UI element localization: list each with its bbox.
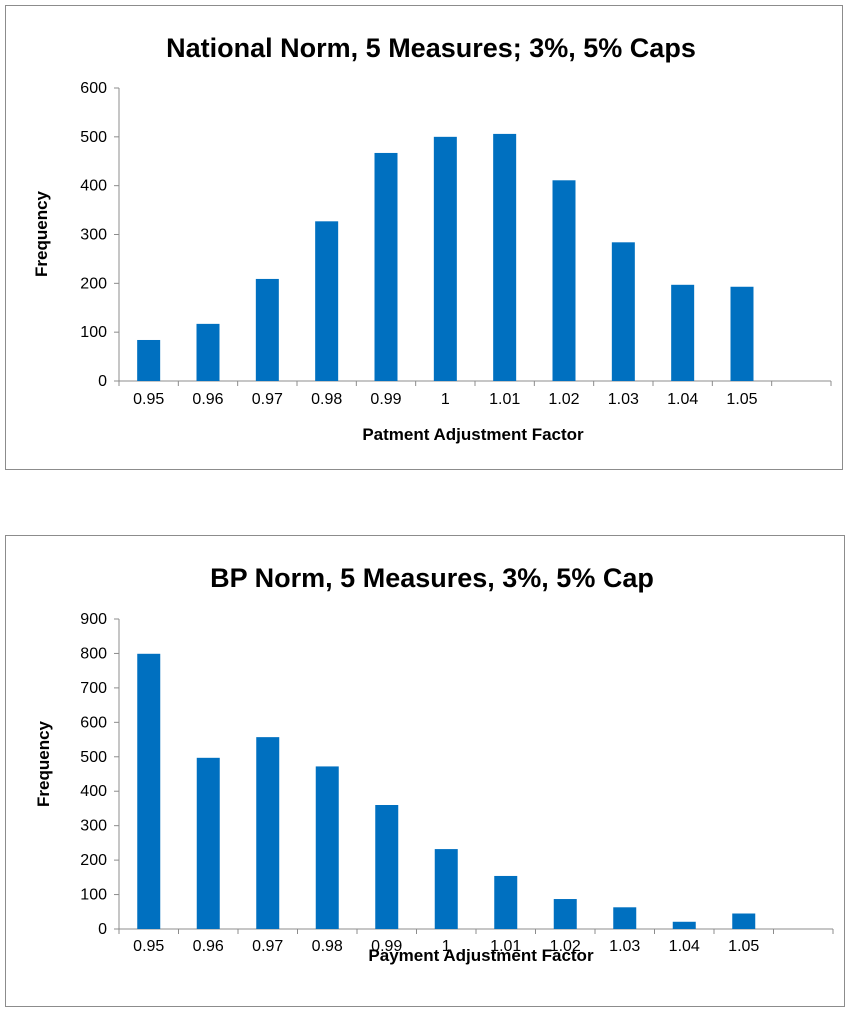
y-tick-label: 600: [80, 80, 107, 97]
y-tick-label: 900: [80, 611, 107, 628]
x-tick-label: 1.02: [548, 391, 579, 408]
x-tick-label: 1: [442, 938, 451, 955]
chart-panel-2: BP Norm, 5 Measures, 3%, 5% Cap Frequenc…: [5, 535, 845, 1007]
y-tick-label: 200: [80, 275, 107, 292]
x-tick-label: 0.96: [192, 391, 223, 408]
y-tick-label: 400: [80, 178, 107, 195]
bar: [434, 849, 458, 929]
bar: [196, 757, 220, 929]
chart-1-ylabel: Frequency: [32, 190, 51, 277]
bar: [494, 875, 518, 929]
bar: [256, 737, 280, 929]
x-tick-label: 0.99: [370, 391, 401, 408]
x-tick-label: 0.95: [133, 938, 164, 955]
x-tick-label: 1.04: [669, 938, 700, 955]
x-tick-label: 1.02: [550, 938, 581, 955]
bar: [552, 180, 576, 381]
chart-2-ylabel: Frequency: [34, 720, 53, 807]
bar: [315, 766, 339, 929]
bar: [433, 136, 457, 381]
bar: [375, 805, 399, 929]
bar: [493, 133, 517, 381]
x-tick-label: 1.05: [726, 391, 757, 408]
chart-panel-1: National Norm, 5 Measures; 3%, 5% Caps F…: [5, 5, 843, 470]
x-tick-label: 1.01: [489, 391, 520, 408]
x-tick-label: 0.99: [371, 938, 402, 955]
x-tick-label: 0.98: [311, 391, 342, 408]
bar: [611, 242, 635, 381]
bar: [671, 284, 695, 381]
bar: [374, 152, 398, 381]
chart-1-title: National Norm, 5 Measures; 3%, 5% Caps: [166, 33, 696, 63]
y-tick-label: 0: [98, 921, 107, 938]
y-tick-label: 500: [80, 749, 107, 766]
x-tick-label: 1.01: [490, 938, 521, 955]
y-tick-label: 300: [80, 818, 107, 835]
y-tick-label: 100: [80, 324, 107, 341]
y-tick-label: 100: [80, 887, 107, 904]
bar: [315, 221, 339, 381]
chart-2-title: BP Norm, 5 Measures, 3%, 5% Cap: [210, 563, 654, 593]
x-tick-label: 0.96: [193, 938, 224, 955]
y-tick-label: 600: [80, 714, 107, 731]
x-tick-label: 1.03: [609, 938, 640, 955]
y-tick-label: 800: [80, 645, 107, 662]
y-tick-label: 0: [98, 373, 107, 390]
bar: [730, 286, 754, 381]
x-tick-label: 1: [441, 391, 450, 408]
chart-1-svg: National Norm, 5 Measures; 3%, 5% Caps F…: [32, 33, 832, 444]
y-tick-label: 700: [80, 680, 107, 697]
bar: [732, 913, 756, 929]
y-tick-label: 400: [80, 783, 107, 800]
bar: [137, 339, 161, 381]
x-tick-label: 1.04: [667, 391, 698, 408]
bar: [613, 907, 637, 929]
y-tick-label: 500: [80, 129, 107, 146]
chart-2-svg: BP Norm, 5 Measures, 3%, 5% Cap Frequenc…: [34, 563, 834, 965]
y-tick-label: 200: [80, 852, 107, 869]
y-tick-label: 300: [80, 227, 107, 244]
x-tick-label: 1.05: [728, 938, 759, 955]
bar: [255, 278, 279, 381]
chart-2-xlabel: Payment Adjustment Factor: [368, 946, 594, 965]
x-tick-label: 1.03: [608, 391, 639, 408]
x-tick-label: 0.98: [312, 938, 343, 955]
x-tick-label: 0.97: [252, 391, 283, 408]
bar: [672, 921, 696, 929]
bar: [553, 899, 577, 929]
bar: [137, 653, 161, 929]
x-tick-label: 0.97: [252, 938, 283, 955]
bar: [196, 323, 220, 381]
chart-1-xlabel: Patment Adjustment Factor: [362, 425, 584, 444]
x-tick-label: 0.95: [133, 391, 164, 408]
